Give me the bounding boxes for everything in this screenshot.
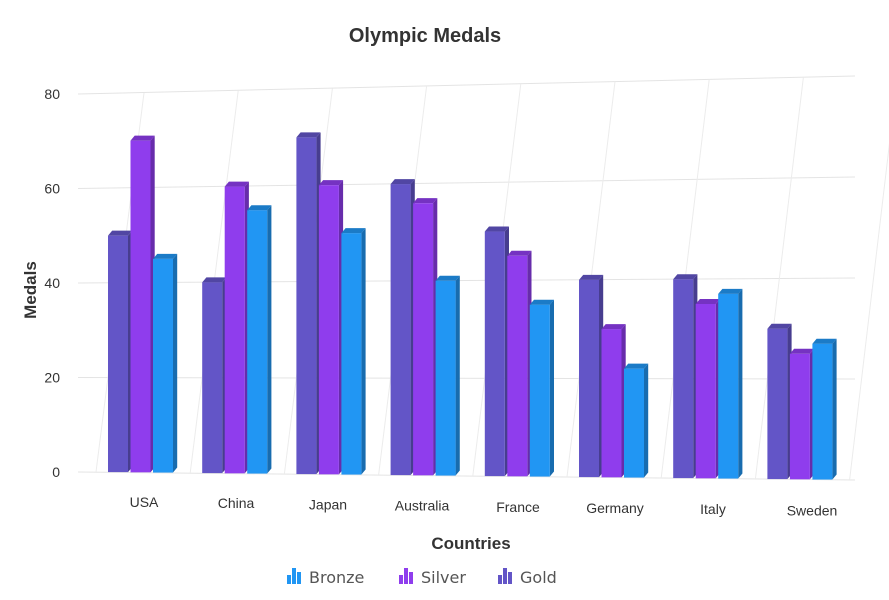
bar-silver-australia [413, 198, 438, 476]
x-tick-label: France [496, 499, 540, 515]
x-axis-ticks: USA China Japan Australia France Germany Italy… [130, 494, 838, 518]
bar-gold-australia [390, 179, 415, 476]
legend-label: Silver [421, 568, 466, 587]
legend-item-gold[interactable]: Gold [498, 568, 557, 587]
legend: Bronze Silver Gold [287, 568, 557, 587]
y-tick-label: 0 [52, 464, 60, 480]
bar-silver-italy [695, 298, 720, 479]
bar-bronze-france [529, 299, 554, 477]
x-tick-label: Italy [700, 501, 726, 517]
y-axis-ticks: 0 20 40 60 80 [44, 86, 60, 480]
bar-silver-sweden [789, 348, 815, 480]
grid-line-h [77, 176, 856, 189]
x-tick-label: Sweden [787, 502, 838, 518]
bar-bronze-australia [435, 275, 460, 476]
x-tick-label: Japan [309, 496, 347, 512]
x-tick-label: USA [130, 494, 159, 510]
grid-line-h [77, 75, 856, 95]
legend-item-silver[interactable]: Silver [399, 568, 466, 587]
grid-line-h [77, 277, 856, 284]
bars [108, 132, 837, 480]
y-tick-label: 80 [44, 86, 60, 102]
bar-gold-china [202, 277, 227, 474]
bar-bronze-japan [341, 228, 366, 475]
grid-line-v [849, 143, 889, 481]
chart-title: Olympic Medals [349, 25, 501, 47]
legend-label: Bronze [309, 568, 364, 587]
bar-bronze-usa [153, 253, 178, 473]
y-axis-title: Medals [21, 261, 40, 319]
bar-chart-icon [287, 568, 301, 584]
y-tick-label: 60 [44, 181, 60, 197]
x-axis-title: Countries [431, 534, 510, 553]
bar-chart-icon [498, 568, 512, 584]
bar-gold-sweden [767, 323, 792, 480]
bar-chart-icon [399, 568, 413, 584]
grid-line-v [754, 77, 804, 480]
bar-bronze-china [247, 205, 272, 474]
bar-gold-usa [108, 230, 133, 473]
x-tick-label: Germany [586, 500, 644, 516]
x-tick-label: Australia [395, 498, 450, 514]
bar-gold-japan [296, 132, 321, 475]
bar-bronze-sweden [812, 338, 837, 480]
bar-gold-germany [579, 274, 604, 478]
y-tick-label: 40 [44, 275, 60, 291]
grid-lines [77, 75, 889, 481]
bar-gold-france [484, 226, 509, 477]
bar-silver-france [507, 250, 532, 477]
legend-item-bronze[interactable]: Bronze [287, 568, 364, 587]
grid-line-h [77, 471, 856, 481]
bar-silver-japan [318, 180, 344, 475]
legend-label: Gold [520, 568, 557, 587]
bar-silver-usa [130, 135, 155, 473]
bar-silver-germany [601, 324, 626, 478]
bar-gold-italy [673, 274, 698, 479]
y-tick-label: 20 [44, 370, 60, 386]
bar-bronze-italy [718, 288, 743, 479]
x-tick-label: China [218, 495, 255, 511]
bar-bronze-germany [624, 363, 649, 478]
bar-silver-china [224, 181, 249, 474]
